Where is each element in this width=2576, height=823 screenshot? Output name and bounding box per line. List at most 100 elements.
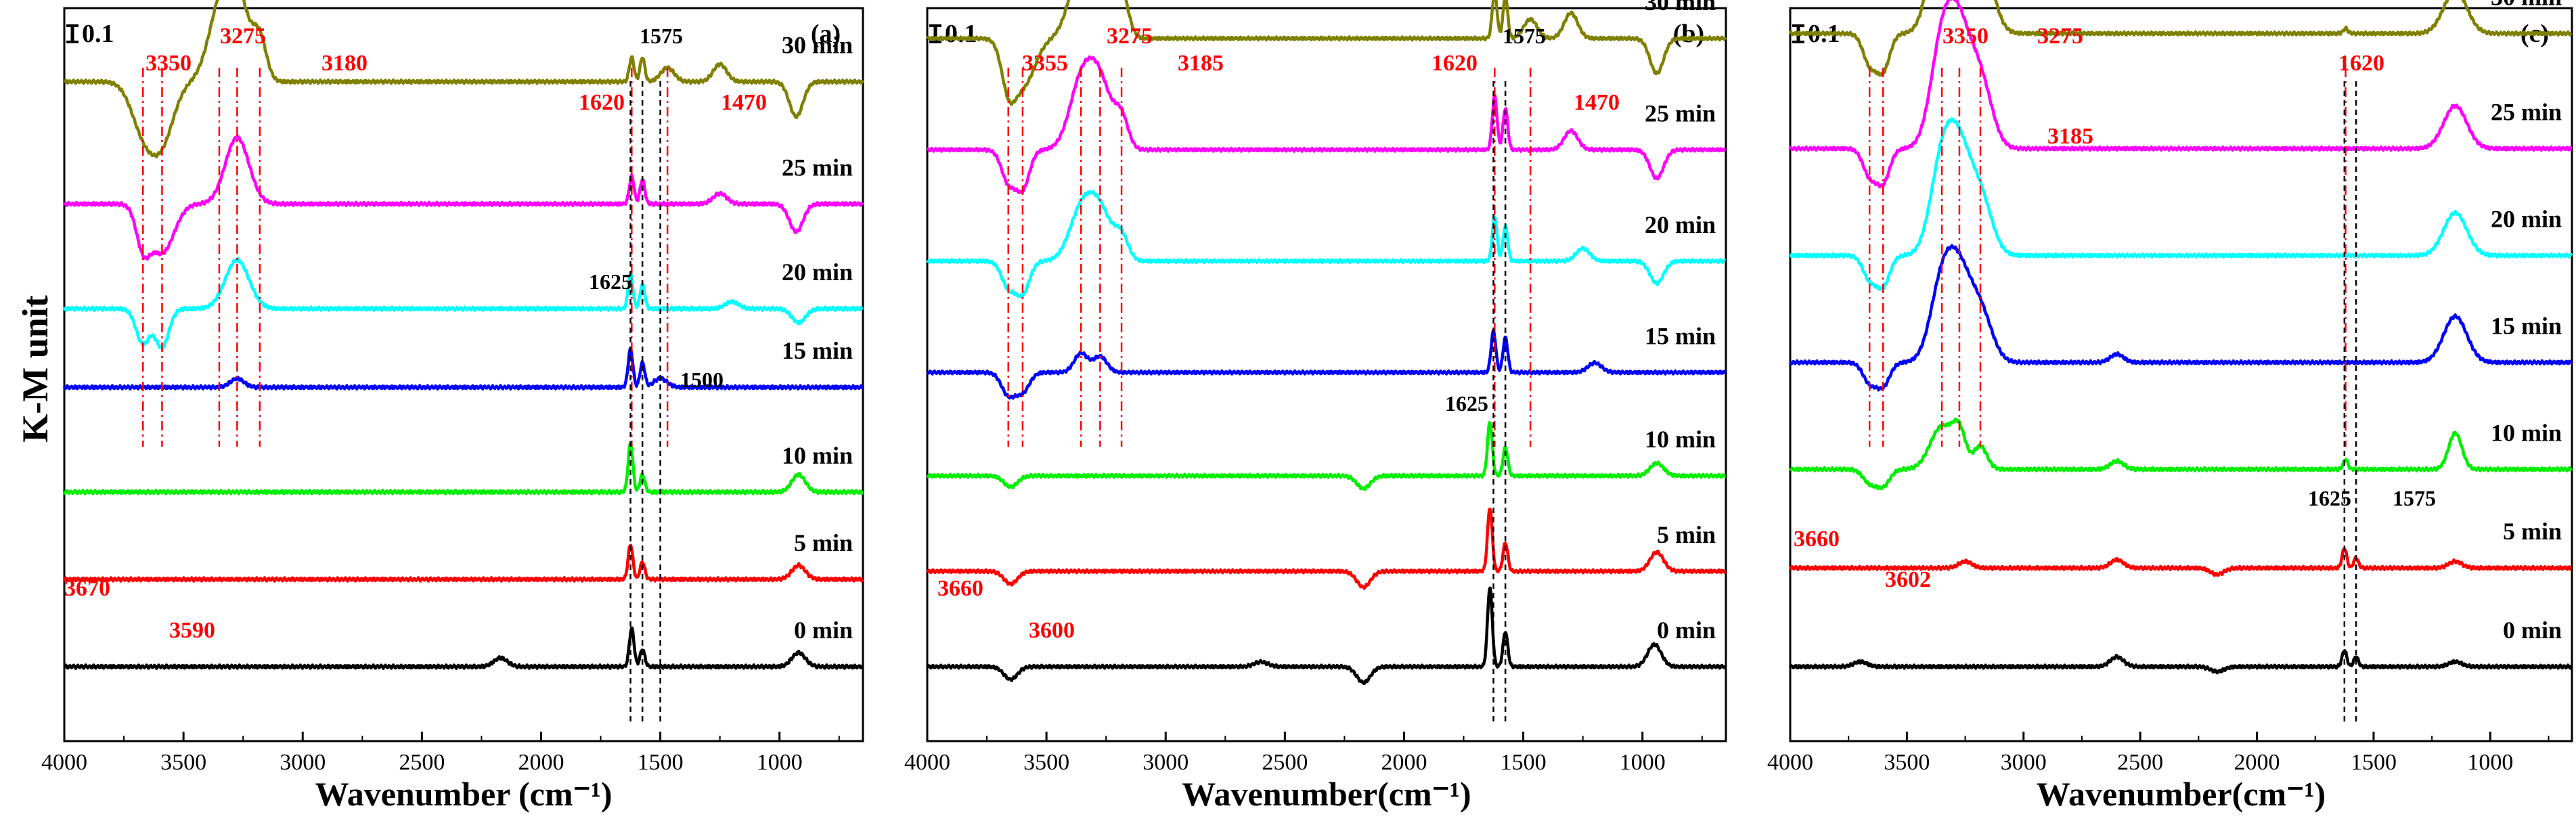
series-label: 10 min bbox=[1645, 426, 1716, 453]
panel-label: (b) bbox=[1673, 20, 1704, 48]
x-tick-label: 3000 bbox=[2001, 750, 2047, 775]
chart-panel-2: 4000 3500 3000 2500 2000 1500 1000 Wavenumber(c… bbox=[904, 0, 1727, 813]
annotation-label-red: 3670 bbox=[64, 576, 110, 601]
series-label: 0 min bbox=[1657, 617, 1716, 644]
annotation-label-red: 1620 bbox=[579, 90, 625, 115]
x-tick-label: 4000 bbox=[904, 750, 950, 775]
annotation-label-red: 3185 bbox=[1178, 51, 1224, 76]
annotation-label-red: 3180 bbox=[321, 51, 368, 76]
series-label: 5 min bbox=[2503, 518, 2562, 545]
annotation-label-black: 1625 bbox=[589, 269, 632, 294]
series-label: 30 min bbox=[782, 32, 853, 59]
x-tick-label: 1500 bbox=[2351, 750, 2397, 775]
series-line-25-min bbox=[1789, 0, 2573, 189]
annotation-label-red: 1470 bbox=[1574, 90, 1620, 115]
annotation-label-red: 3275 bbox=[2037, 24, 2083, 49]
series-line-15-min bbox=[1789, 244, 2573, 392]
series-line-15-min bbox=[62, 347, 864, 391]
x-axis-label: Wavenumber (cm⁻¹) bbox=[315, 775, 612, 813]
x-tick-label: 3500 bbox=[1884, 750, 1930, 775]
series-label: 30 min bbox=[1645, 0, 1716, 16]
x-axis-label: Wavenumber(cm⁻¹) bbox=[1182, 775, 1471, 813]
x-tick-label: 2500 bbox=[399, 750, 445, 775]
x-tick-label: 1000 bbox=[757, 750, 803, 775]
series-label: 20 min bbox=[2491, 206, 2562, 233]
annotation-label-black: 1575 bbox=[2393, 486, 2436, 510]
series-label: 5 min bbox=[794, 529, 853, 556]
x-tick-label: 1000 bbox=[2467, 750, 2513, 775]
annotation-label-red: 3350 bbox=[146, 51, 192, 76]
series-line-5-min bbox=[1788, 547, 2573, 577]
plot-frame bbox=[1789, 7, 2573, 742]
series-label: 20 min bbox=[782, 259, 853, 286]
scale-bar-label: 0.1 bbox=[82, 20, 114, 48]
series-label: 0 min bbox=[2503, 617, 2562, 644]
x-tick-label: 2500 bbox=[1262, 750, 1308, 775]
annotation-label-red: 3600 bbox=[1029, 618, 1075, 643]
series-line-0-min bbox=[926, 586, 1727, 686]
x-tick-label: 1500 bbox=[1501, 750, 1547, 775]
plot-frame bbox=[926, 7, 1727, 742]
annotation-label-black: 1575 bbox=[1503, 24, 1546, 48]
y-axis-label: K-M unit bbox=[15, 295, 55, 443]
annotation-label-black: 1500 bbox=[680, 368, 724, 392]
annotation-label-red: 3350 bbox=[1942, 24, 1989, 49]
series-line-20-min bbox=[926, 190, 1727, 299]
series-line-25-min bbox=[63, 135, 864, 261]
x-tick-label: 4000 bbox=[41, 750, 87, 775]
x-tick-label: 1000 bbox=[1620, 750, 1666, 775]
series-line-20-min bbox=[62, 257, 864, 351]
annotation-label-black: 1625 bbox=[1445, 391, 1488, 416]
panels: 4000 3500 3000 2500 2000 1500 1000 Wavenumber (… bbox=[41, 0, 2573, 813]
annotation-label-red: 3275 bbox=[220, 24, 266, 49]
annotation-label-red: 3275 bbox=[1107, 24, 1153, 49]
annotation-label-red: 3660 bbox=[1794, 527, 1840, 552]
x-tick-label: 3000 bbox=[1142, 750, 1189, 775]
series-label: 15 min bbox=[1645, 322, 1716, 349]
x-axis-label: Wavenumber(cm⁻¹) bbox=[2037, 775, 2326, 813]
series-line-15-min bbox=[926, 328, 1727, 400]
annotation-label-red: 3602 bbox=[1885, 567, 1931, 592]
annotation-label-red: 3355 bbox=[1022, 51, 1068, 76]
x-tick-label: 2000 bbox=[2234, 750, 2280, 775]
series-line-5-min bbox=[63, 543, 864, 583]
x-tick-label: 3500 bbox=[1023, 750, 1069, 775]
series-label: 0 min bbox=[794, 617, 853, 644]
annotation-label-black: 1575 bbox=[640, 24, 683, 48]
series-label: 20 min bbox=[1645, 211, 1716, 238]
series-line-10-min bbox=[926, 421, 1727, 491]
x-tick-label: 2000 bbox=[1381, 750, 1427, 775]
series-line-30-min bbox=[926, 0, 1727, 106]
annotation-label-red: 3590 bbox=[169, 618, 215, 643]
annotation-label-red: 1620 bbox=[1431, 51, 1478, 76]
series-line-0-min bbox=[63, 626, 864, 670]
scale-bar-label: 0.1 bbox=[945, 20, 977, 48]
annotation-label-black: 1625 bbox=[2308, 486, 2351, 510]
chart-panel-1: 4000 3500 3000 2500 2000 1500 1000 Wavenumber (… bbox=[41, 0, 864, 813]
series-line-20-min bbox=[1789, 117, 2573, 291]
chart-panel-3: 4000 3500 3000 2500 2000 1500 1000 Wavenumber(c… bbox=[1767, 0, 2573, 813]
series-label: 5 min bbox=[1657, 521, 1716, 548]
series-label: 25 min bbox=[1645, 99, 1716, 127]
x-tick-label: 2000 bbox=[518, 750, 564, 775]
series-line-5-min bbox=[926, 507, 1727, 590]
series-label: 30 min bbox=[2491, 0, 2562, 10]
series-label: 15 min bbox=[2491, 312, 2562, 339]
x-tick-label: 1500 bbox=[638, 750, 684, 775]
annotation-label-red: 3660 bbox=[937, 576, 983, 601]
series-label: 10 min bbox=[782, 442, 853, 469]
series-label: 15 min bbox=[782, 337, 853, 364]
series-line-0-min bbox=[1788, 649, 2573, 675]
series-line-30-min bbox=[63, 0, 864, 159]
x-tick-label: 2500 bbox=[2117, 750, 2163, 775]
panel-label: (a) bbox=[811, 20, 841, 48]
series-line-30-min bbox=[1788, 0, 2573, 77]
series-label: 25 min bbox=[2491, 99, 2562, 126]
x-tick-label: 4000 bbox=[1767, 750, 1813, 775]
plot-frame bbox=[63, 7, 864, 742]
series-line-25-min bbox=[926, 55, 1727, 195]
series-label: 25 min bbox=[782, 154, 853, 181]
series-line-10-min bbox=[1789, 417, 2573, 491]
annotation-label-red: 1620 bbox=[2338, 51, 2384, 76]
